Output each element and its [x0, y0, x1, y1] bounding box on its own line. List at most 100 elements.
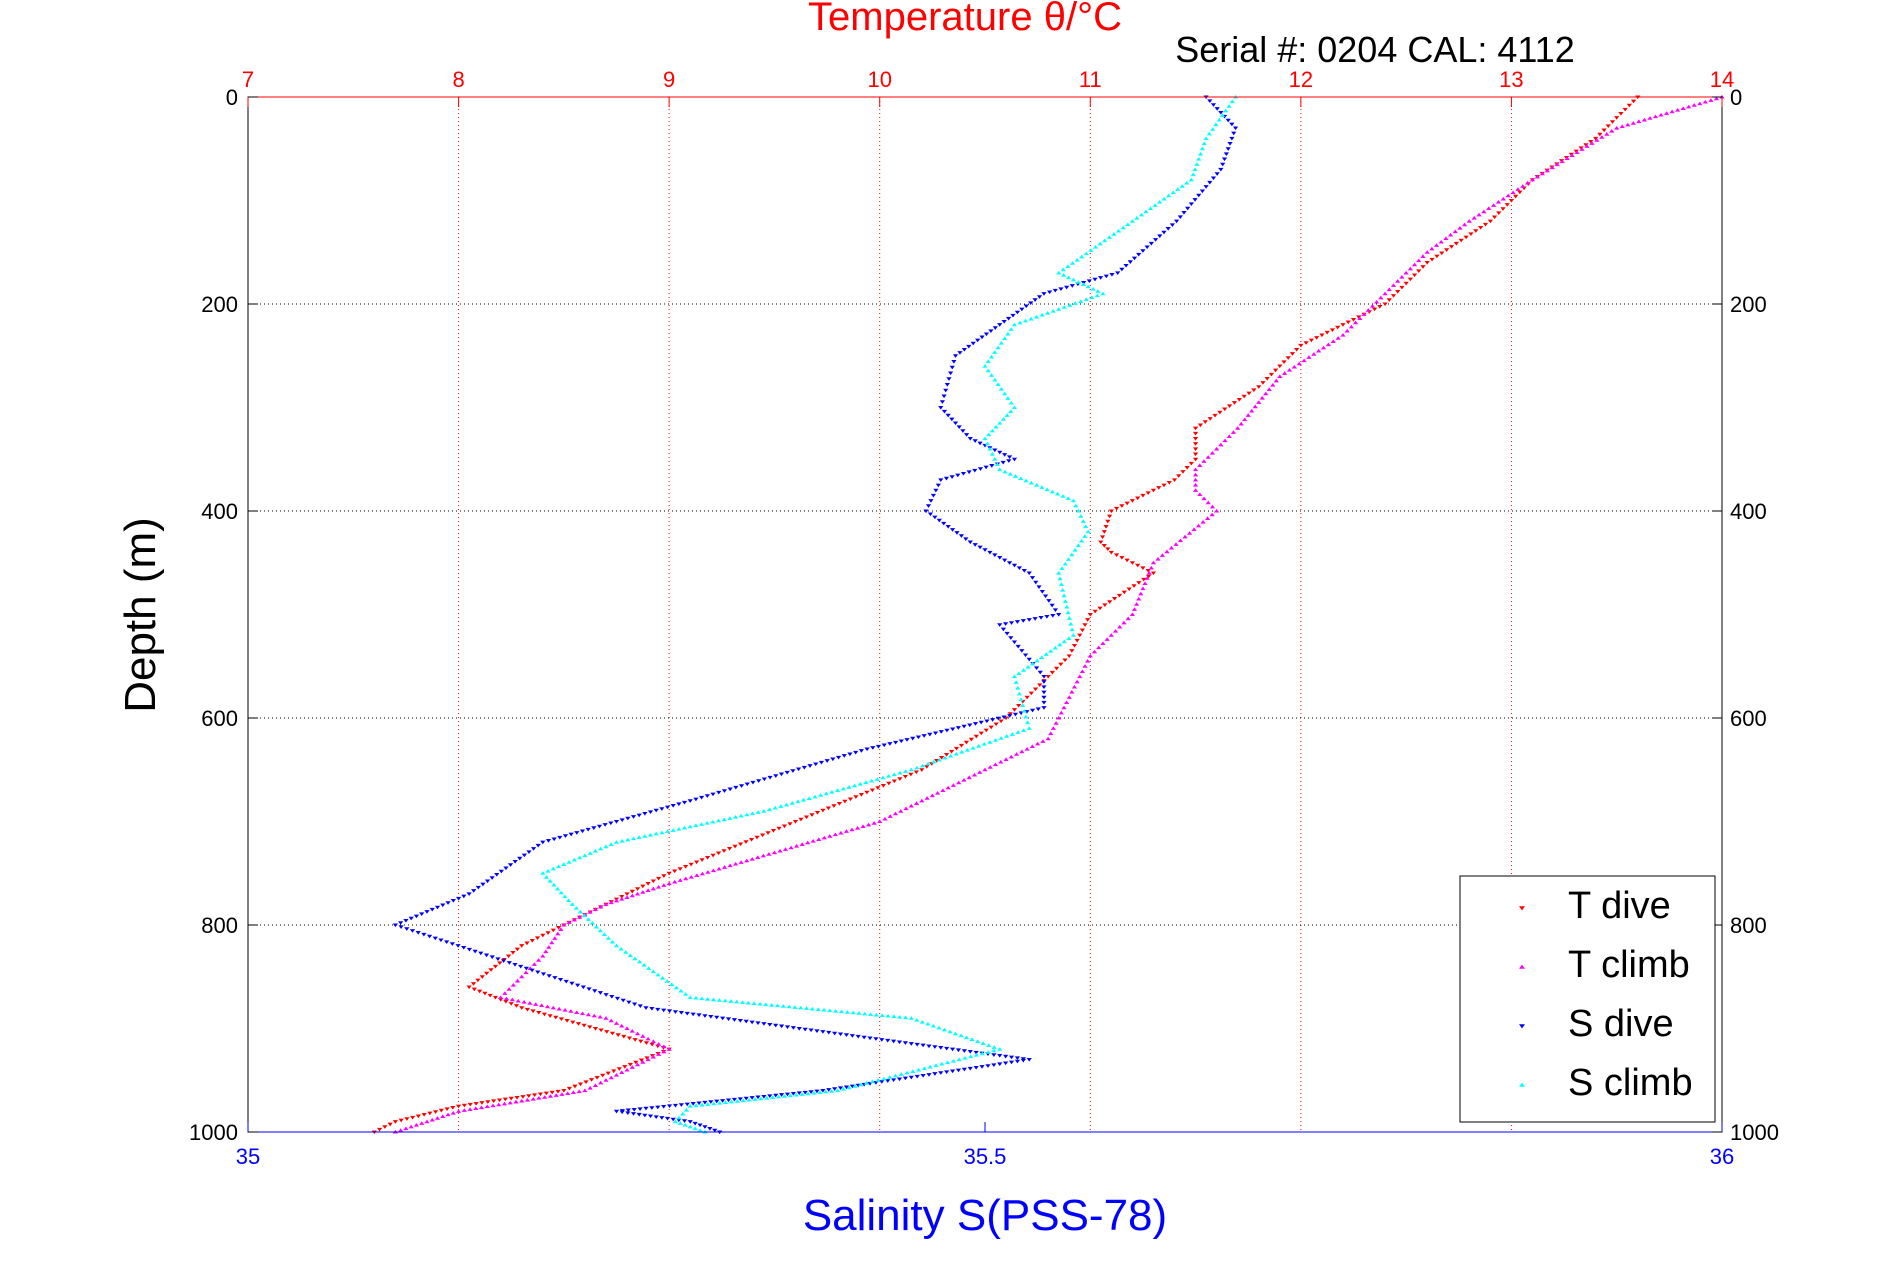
data-point — [997, 450, 1003, 455]
data-point — [1202, 420, 1208, 424]
data-point — [517, 856, 523, 861]
data-point — [986, 432, 992, 437]
data-point — [798, 1005, 804, 1010]
data-point — [392, 1120, 398, 1124]
series-t-dive — [371, 95, 1641, 1135]
data-point — [579, 1011, 586, 1016]
data-point — [1029, 576, 1036, 580]
data-point — [1029, 708, 1036, 713]
data-point — [1098, 540, 1104, 545]
data-point — [789, 801, 795, 805]
data-point — [513, 1004, 520, 1008]
data-point — [1145, 574, 1152, 579]
data-point — [661, 1044, 667, 1049]
data-point — [540, 871, 546, 875]
data-point — [615, 1033, 621, 1037]
data-point — [1601, 128, 1607, 133]
data-point — [382, 1125, 388, 1129]
data-point — [1270, 382, 1276, 387]
data-point — [825, 806, 832, 811]
data-point — [930, 1023, 937, 1028]
data-point — [642, 811, 648, 816]
data-point — [955, 473, 961, 478]
data-point — [885, 1038, 891, 1043]
data-point — [699, 996, 705, 1001]
data-point — [692, 1121, 698, 1126]
data-point — [587, 1085, 593, 1090]
data-point — [676, 1115, 682, 1120]
data-point — [1377, 305, 1383, 309]
data-point — [1083, 297, 1089, 302]
data-point — [676, 826, 682, 831]
data-point — [666, 1047, 672, 1051]
data-point — [998, 387, 1004, 391]
data-point — [506, 961, 512, 965]
data-point — [973, 1050, 979, 1055]
data-point — [661, 1008, 667, 1013]
data-point — [1468, 232, 1474, 237]
data-point — [727, 787, 733, 792]
data-point — [799, 842, 805, 846]
data-point — [829, 789, 835, 794]
data-point — [576, 1089, 582, 1094]
data-point — [1438, 239, 1444, 244]
data-point — [1023, 304, 1029, 309]
data-point — [1131, 607, 1138, 611]
data-point — [664, 829, 671, 834]
data-point — [1082, 664, 1088, 668]
data-point — [627, 1062, 633, 1067]
legend-marker — [1519, 906, 1525, 911]
data-point — [813, 762, 819, 767]
data-point — [739, 1000, 746, 1004]
data-point — [1006, 459, 1012, 463]
data-point — [1007, 714, 1013, 718]
data-point — [924, 796, 930, 800]
data-point — [498, 869, 504, 874]
data-point — [1348, 324, 1354, 329]
data-point — [506, 987, 512, 991]
data-point — [633, 1060, 639, 1065]
data-point — [920, 1073, 926, 1078]
data-point — [1424, 250, 1430, 254]
data-point — [608, 821, 614, 826]
data-point — [1225, 118, 1231, 123]
data-point — [792, 1005, 798, 1009]
data-point — [1070, 633, 1077, 637]
data-point — [591, 826, 597, 830]
data-point — [1103, 524, 1109, 529]
data-point — [641, 963, 647, 967]
data-point — [404, 927, 410, 931]
data-point — [988, 354, 995, 359]
data-point — [1272, 368, 1279, 373]
data-point — [704, 794, 710, 798]
data-point — [964, 747, 971, 752]
data-point — [987, 446, 993, 451]
data-point — [570, 1090, 577, 1095]
data-point — [1157, 200, 1163, 204]
data-point — [1002, 558, 1008, 563]
data-point — [549, 940, 555, 945]
data-point — [570, 1020, 576, 1025]
data-point — [958, 534, 965, 538]
data-point — [743, 840, 749, 844]
data-point — [1226, 404, 1233, 408]
data-point — [1496, 211, 1502, 215]
data-point — [1016, 566, 1022, 571]
data-point — [672, 879, 678, 884]
data-point — [678, 988, 684, 993]
data-point — [1686, 104, 1692, 109]
data-point — [677, 1121, 683, 1125]
data-point — [568, 832, 574, 837]
data-point — [714, 1099, 720, 1104]
data-point — [450, 1110, 456, 1115]
data-point — [1144, 245, 1150, 250]
data-point — [744, 858, 750, 863]
data-point — [737, 1097, 743, 1101]
data-point — [734, 999, 740, 1004]
data-point — [1115, 228, 1122, 233]
data-point — [1192, 452, 1199, 457]
data-point — [670, 804, 676, 808]
data-point — [755, 1095, 761, 1100]
data-point — [1003, 1061, 1009, 1066]
